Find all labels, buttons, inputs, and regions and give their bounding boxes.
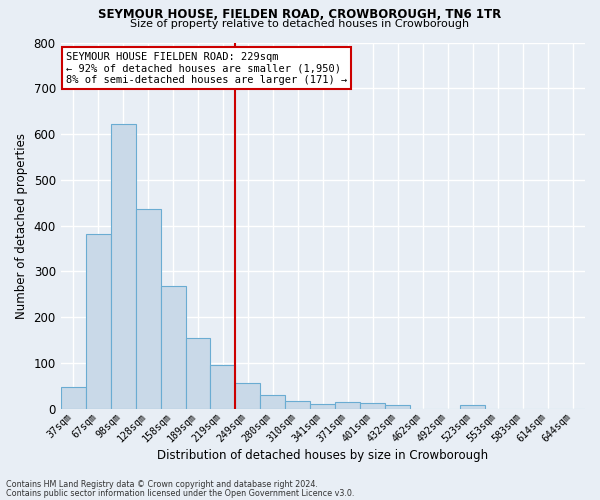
- Text: Size of property relative to detached houses in Crowborough: Size of property relative to detached ho…: [130, 19, 470, 29]
- Text: Contains public sector information licensed under the Open Government Licence v3: Contains public sector information licen…: [6, 488, 355, 498]
- Bar: [161, 286, 185, 408]
- X-axis label: Distribution of detached houses by size in Crowborough: Distribution of detached houses by size …: [157, 450, 488, 462]
- Y-axis label: Number of detached properties: Number of detached properties: [15, 132, 28, 318]
- Bar: [185, 338, 211, 408]
- Bar: [61, 386, 86, 408]
- Bar: [310, 404, 335, 408]
- Bar: [260, 395, 286, 408]
- Text: Contains HM Land Registry data © Crown copyright and database right 2024.: Contains HM Land Registry data © Crown c…: [6, 480, 318, 489]
- Text: SEYMOUR HOUSE, FIELDEN ROAD, CROWBOROUGH, TN6 1TR: SEYMOUR HOUSE, FIELDEN ROAD, CROWBOROUGH…: [98, 8, 502, 20]
- Bar: [460, 405, 485, 408]
- Bar: [235, 383, 260, 408]
- Bar: [286, 401, 310, 408]
- Bar: [86, 234, 110, 408]
- Bar: [211, 364, 235, 408]
- Bar: [110, 124, 136, 408]
- Bar: [335, 402, 360, 408]
- Bar: [136, 208, 161, 408]
- Bar: [385, 405, 410, 408]
- Text: SEYMOUR HOUSE FIELDEN ROAD: 229sqm
← 92% of detached houses are smaller (1,950)
: SEYMOUR HOUSE FIELDEN ROAD: 229sqm ← 92%…: [66, 52, 347, 85]
- Bar: [360, 402, 385, 408]
